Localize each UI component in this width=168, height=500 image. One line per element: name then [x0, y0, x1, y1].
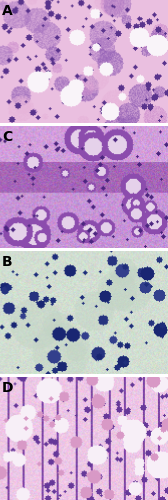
- Text: D: D: [2, 381, 13, 395]
- Text: B: B: [2, 255, 13, 269]
- Text: A: A: [2, 4, 13, 18]
- Text: C: C: [2, 130, 12, 143]
